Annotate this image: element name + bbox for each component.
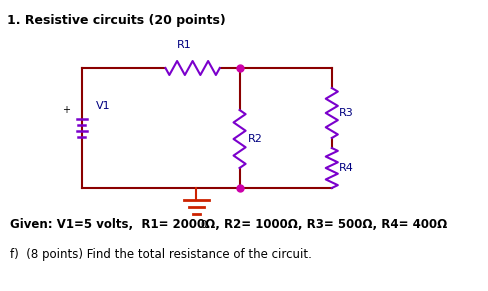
Text: V1: V1 — [96, 101, 110, 111]
Text: Given: V1=5 volts,  R1= 2000Ω, R2= 1000Ω, R3= 500Ω, R4= 400Ω: Given: V1=5 volts, R1= 2000Ω, R2= 1000Ω,… — [10, 218, 447, 231]
Text: +: + — [62, 105, 70, 115]
Text: 0: 0 — [201, 220, 206, 230]
Text: R2: R2 — [248, 134, 263, 144]
Text: 1. Resistive circuits (20 points): 1. Resistive circuits (20 points) — [7, 14, 225, 27]
Text: R4: R4 — [338, 163, 353, 173]
Point — [235, 66, 243, 70]
Text: f)  (8 points) Find the total resistance of the circuit.: f) (8 points) Find the total resistance … — [10, 248, 311, 261]
Text: R3: R3 — [338, 108, 353, 118]
Text: R1: R1 — [176, 40, 191, 50]
Point — [235, 186, 243, 190]
